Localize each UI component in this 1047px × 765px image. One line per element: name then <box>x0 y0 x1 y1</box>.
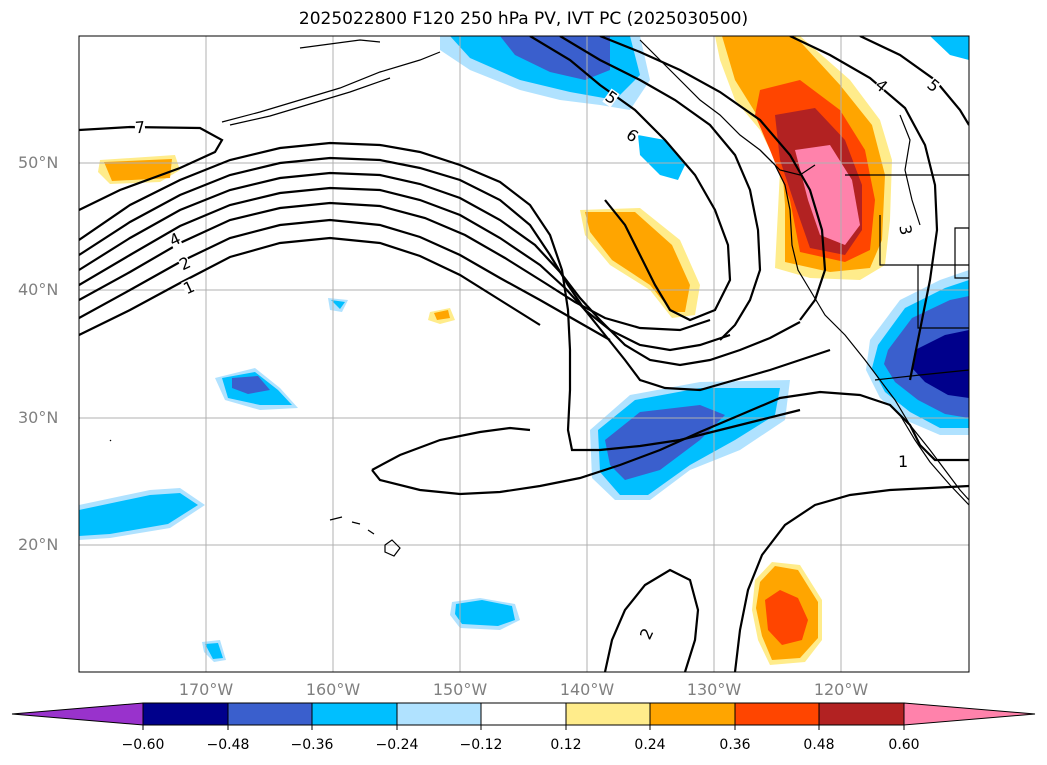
colorbar-tick: −0.12 <box>459 737 503 753</box>
colorbar-segment-9 <box>818 702 905 726</box>
colorbar-tick: 0.60 <box>888 737 920 753</box>
map-title: 2025022800 F120 250 hPa PV, IVT PC (2025… <box>298 9 749 29</box>
colorbar-tick: 0.12 <box>550 737 582 753</box>
lat-label-20n: 20°N <box>18 535 59 554</box>
colorbar-segment-1 <box>142 702 229 726</box>
lat-label-30n: 30°N <box>18 408 59 427</box>
map-area <box>79 36 969 672</box>
lon-label-170w: 170°W <box>178 680 234 699</box>
colorbar-tick: 0.48 <box>803 737 835 753</box>
colorbar-segment-4 <box>396 702 482 726</box>
colorbar-tick: −0.36 <box>290 737 334 753</box>
colorbar-tick: −0.60 <box>121 737 165 753</box>
ivt-shading-layer <box>79 36 969 665</box>
lon-label-120w: 120°W <box>813 680 869 699</box>
colorbar-tick: −0.48 <box>206 737 250 753</box>
contour-label: 7 <box>134 117 146 138</box>
colorbar <box>11 702 1036 726</box>
colorbar-extend-high <box>903 702 1036 726</box>
lat-label-50n: 50°N <box>18 153 59 172</box>
contour-label: 1 <box>898 452 909 471</box>
lon-label-150w: 150°W <box>432 680 488 699</box>
colorbar-segment-8 <box>734 702 820 726</box>
colorbar-tick: −0.24 <box>375 737 419 753</box>
colorbar-segment-6 <box>565 702 651 726</box>
lon-label-160w: 160°W <box>305 680 361 699</box>
colorbar-segment-5 <box>480 702 567 726</box>
colorbar-tick: 0.36 <box>719 737 751 753</box>
lon-label-140w: 140°W <box>559 680 615 699</box>
colorbar-segment-2 <box>227 702 313 726</box>
map-frame <box>78 35 970 673</box>
lon-label-130w: 130°W <box>686 680 742 699</box>
colorbar-segment-3 <box>311 702 398 726</box>
colorbar-segment-7 <box>649 702 736 726</box>
coastlines <box>109 39 969 557</box>
colorbar-extend-low <box>11 702 144 726</box>
lat-label-40n: 40°N <box>18 280 59 299</box>
colorbar-tick: 0.24 <box>634 737 666 753</box>
